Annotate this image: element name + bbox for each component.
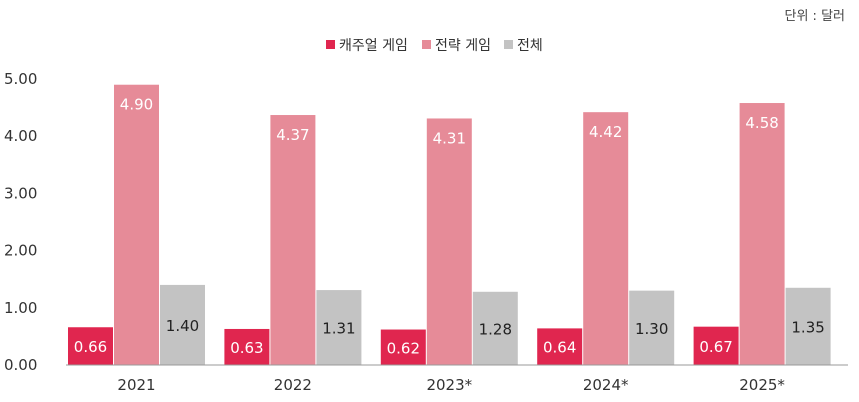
legend-swatch-2 — [422, 40, 431, 49]
legend-label-1: 캐주얼 게임 — [339, 38, 408, 54]
y-tick-label: 0.00 — [4, 356, 37, 374]
x-tick-label: 2024* — [583, 376, 629, 394]
x-tick-label: 2022 — [274, 376, 312, 394]
data-label-3-3: 1.28 — [479, 320, 512, 338]
y-axis: 0.00 1.00 2.00 3.00 4.00 5.00 — [4, 70, 37, 374]
data-label-2-1: 4.90 — [120, 96, 153, 114]
bar-2-3 — [426, 118, 472, 365]
data-label-1-2: 0.63 — [230, 339, 263, 357]
data-label-2-3: 4.31 — [433, 129, 466, 147]
bar-3-5 — [785, 287, 831, 365]
y-tick-label: 5.00 — [4, 70, 37, 88]
data-label-2-2: 4.37 — [276, 126, 309, 144]
bar-2-4 — [583, 112, 629, 366]
x-tick-label: 2021 — [117, 376, 155, 394]
bar-3-4 — [629, 290, 675, 365]
data-label-1-5: 0.67 — [699, 338, 732, 356]
bar-1-5 — [693, 326, 739, 365]
bar-3-1 — [160, 284, 205, 365]
legend-label-2: 전략 게임 — [435, 38, 491, 54]
data-label-3-5: 1.35 — [791, 318, 824, 336]
data-label-2-4: 4.42 — [589, 123, 622, 141]
x-tick-label: 2025* — [739, 376, 785, 394]
y-tick-label: 3.00 — [4, 184, 37, 202]
data-label-1-4: 0.64 — [543, 339, 576, 357]
data-label-3-4: 1.30 — [635, 320, 668, 338]
y-tick-label: 2.00 — [4, 242, 37, 260]
bar-1-2 — [224, 328, 270, 365]
bar-1-4 — [537, 328, 583, 365]
bar-2-5 — [739, 103, 785, 366]
x-tick-label: 2023* — [426, 376, 472, 394]
data-label-1-3: 0.62 — [387, 339, 420, 357]
bar-1-3 — [380, 329, 426, 365]
data-label-3-2: 1.31 — [322, 320, 355, 338]
bar-2-2 — [270, 115, 316, 365]
data-label-2-5: 4.58 — [745, 114, 778, 132]
y-tick-label: 4.00 — [4, 127, 37, 145]
bar-1-1 — [68, 327, 113, 365]
bar-3-2 — [316, 290, 362, 365]
x-axis: 2021 2022 2023* 2024* 2025* — [117, 376, 785, 394]
legend-swatch-3 — [504, 40, 513, 49]
y-tick-label: 1.00 — [4, 299, 37, 317]
bar-3-3 — [472, 291, 518, 365]
data-label-1-1: 0.66 — [74, 338, 107, 356]
legend: 캐주얼 게임 전략 게임 전체 — [326, 38, 543, 54]
data-label-3-1: 1.40 — [166, 317, 199, 335]
bar-2-1 — [114, 84, 159, 365]
legend-label-3: 전체 — [517, 38, 543, 54]
unit-label: 단위 : 달러 — [785, 9, 846, 24]
legend-swatch-1 — [326, 40, 335, 49]
bars: 0.66 4.90 1.40 0.63 4.37 1.31 0.62 4.31 1.28 0.64… — [68, 84, 831, 366]
